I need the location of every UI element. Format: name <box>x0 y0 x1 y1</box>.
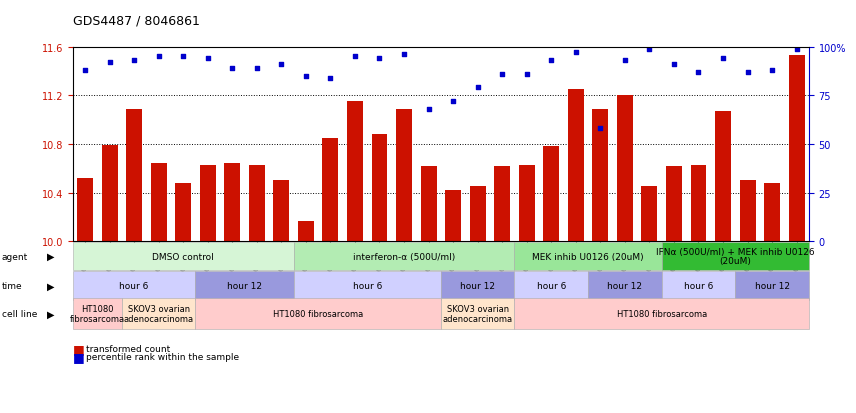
Point <box>275 62 288 68</box>
Bar <box>175 183 191 242</box>
Text: hour 12: hour 12 <box>608 281 642 290</box>
Bar <box>102 146 117 242</box>
Bar <box>544 147 559 242</box>
Bar <box>323 138 338 242</box>
Bar <box>199 165 216 242</box>
Text: hour 6: hour 6 <box>684 281 713 290</box>
Bar <box>224 164 241 242</box>
Point <box>716 56 730 62</box>
Point <box>372 56 386 62</box>
Bar <box>568 90 584 242</box>
Point <box>643 46 657 53</box>
Point <box>152 54 165 61</box>
Text: HT1080 fibrosarcoma: HT1080 fibrosarcoma <box>273 309 363 318</box>
Bar <box>151 164 167 242</box>
Text: SKOV3 ovarian
adenocarcinoma: SKOV3 ovarian adenocarcinoma <box>443 304 513 323</box>
Bar <box>396 109 412 242</box>
Bar <box>249 165 265 242</box>
Text: ▶: ▶ <box>47 281 55 291</box>
Text: agent: agent <box>2 252 28 261</box>
Text: hour 12: hour 12 <box>461 281 495 290</box>
Text: percentile rank within the sample: percentile rank within the sample <box>86 352 240 361</box>
Point <box>78 67 92 74</box>
Point <box>446 99 460 105</box>
Text: cell line: cell line <box>2 309 37 318</box>
Text: ■: ■ <box>73 342 85 355</box>
Text: SKOV3 ovarian
adenocarcinoma: SKOV3 ovarian adenocarcinoma <box>123 304 193 323</box>
Bar <box>77 178 93 242</box>
Point <box>692 69 705 76</box>
Text: hour 12: hour 12 <box>227 281 262 290</box>
Bar <box>788 56 805 242</box>
Text: DMSO control: DMSO control <box>152 252 214 261</box>
Text: hour 6: hour 6 <box>537 281 566 290</box>
Point <box>569 50 583 57</box>
Text: HT1080 fibrosarcoma: HT1080 fibrosarcoma <box>616 309 707 318</box>
Point <box>128 58 141 64</box>
Bar <box>592 109 609 242</box>
Text: HT1080
fibrosarcoma: HT1080 fibrosarcoma <box>69 304 125 323</box>
Text: IFNα (500U/ml) + MEK inhib U0126
(20uM): IFNα (500U/ml) + MEK inhib U0126 (20uM) <box>656 247 815 266</box>
Bar <box>470 187 485 242</box>
Bar <box>641 187 657 242</box>
Point <box>740 69 754 76</box>
Point <box>397 52 411 59</box>
Bar <box>273 181 289 242</box>
Point <box>422 106 436 113</box>
Bar <box>519 165 535 242</box>
Bar <box>666 166 682 242</box>
Text: GDS4487 / 8046861: GDS4487 / 8046861 <box>73 14 199 27</box>
Bar <box>715 112 731 242</box>
Point <box>544 58 558 64</box>
Bar <box>494 166 510 242</box>
Bar <box>126 109 142 242</box>
Text: ▶: ▶ <box>47 309 55 319</box>
Point <box>520 71 533 78</box>
Point <box>471 85 484 92</box>
Text: hour 6: hour 6 <box>353 281 382 290</box>
Text: time: time <box>2 281 22 290</box>
Text: interferon-α (500U/ml): interferon-α (500U/ml) <box>353 252 455 261</box>
Point <box>225 66 239 72</box>
Bar <box>740 181 756 242</box>
Bar <box>372 135 388 242</box>
Text: MEK inhib U0126 (20uM): MEK inhib U0126 (20uM) <box>532 252 644 261</box>
Bar <box>445 191 461 242</box>
Point <box>496 71 509 78</box>
Point <box>103 60 116 66</box>
Point <box>299 74 312 80</box>
Text: ■: ■ <box>73 350 85 363</box>
Text: hour 12: hour 12 <box>755 281 789 290</box>
Point <box>790 46 804 53</box>
Point <box>765 67 779 74</box>
Point <box>201 56 215 62</box>
Text: hour 6: hour 6 <box>120 281 149 290</box>
Text: ▶: ▶ <box>47 252 55 261</box>
Bar <box>298 221 314 242</box>
Point <box>348 54 362 61</box>
Point <box>618 58 632 64</box>
Bar <box>691 165 706 242</box>
Point <box>324 75 337 82</box>
Bar <box>420 166 437 242</box>
Bar <box>617 96 633 242</box>
Point <box>593 126 607 132</box>
Text: transformed count: transformed count <box>86 344 170 353</box>
Bar <box>347 102 363 242</box>
Point <box>667 62 681 68</box>
Bar <box>764 183 780 242</box>
Point <box>176 54 190 61</box>
Point <box>250 66 264 72</box>
